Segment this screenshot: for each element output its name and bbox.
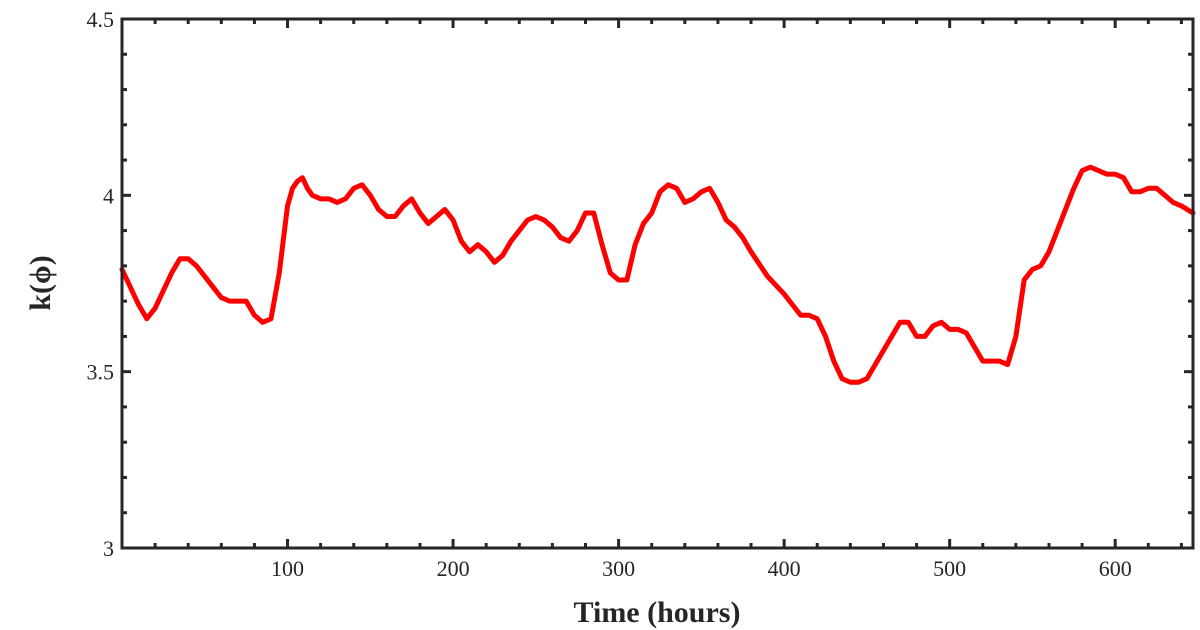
x-tick-labels: 100 200 300 400 500 600 <box>271 556 1132 581</box>
y-tick-label: 4 <box>103 183 114 208</box>
y-tick-labels: 3 3.5 4 4.5 <box>87 7 115 561</box>
y-tick-label: 3.5 <box>87 360 115 385</box>
y-tick-label: 4.5 <box>87 7 115 32</box>
series-line <box>119 164 1196 385</box>
x-axis-title: Time (hours) <box>574 596 741 629</box>
x-tick-label: 100 <box>271 556 304 581</box>
x-tick-label: 500 <box>933 556 966 581</box>
series-layer <box>119 164 1196 385</box>
y-axis-title: k(ϕ) <box>24 255 57 310</box>
x-tick-label: 600 <box>1099 556 1132 581</box>
plot-frame <box>120 17 1195 550</box>
plot-area <box>122 19 1193 548</box>
x-tick-label: 400 <box>768 556 801 581</box>
x-tick-label: 200 <box>437 556 470 581</box>
y-tick-label: 3 <box>103 536 114 561</box>
x-tick-label: 300 <box>602 556 635 581</box>
